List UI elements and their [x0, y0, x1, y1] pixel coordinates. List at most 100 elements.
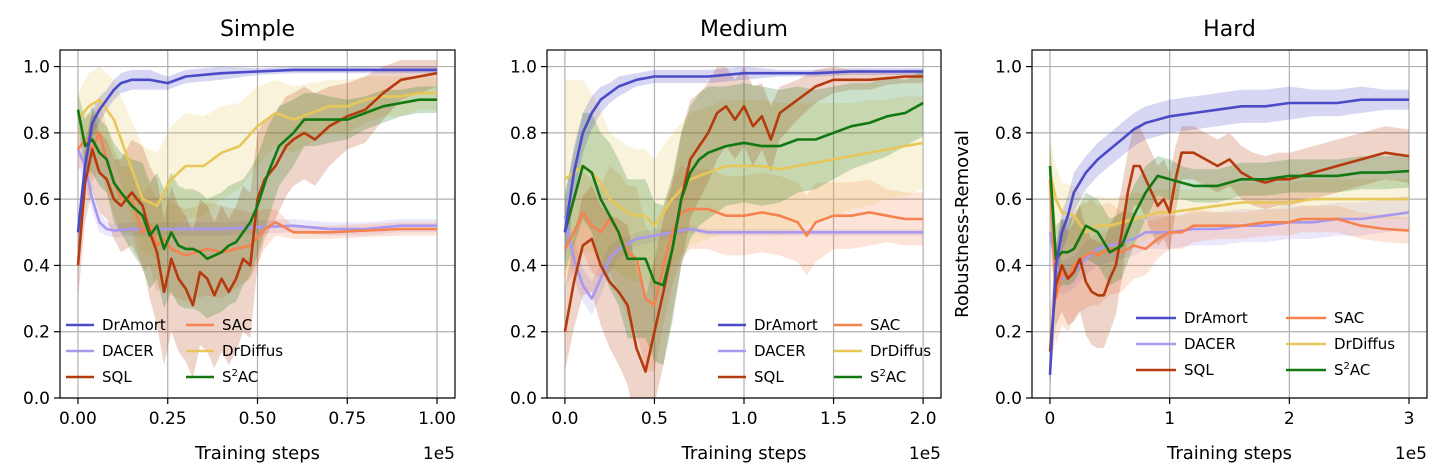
- y-tick-label: 0.4: [995, 256, 1022, 276]
- x-tick-label: 0.50: [239, 409, 277, 429]
- legend-label: DrAmort: [102, 316, 166, 334]
- legend-item: DrDiffus: [186, 342, 283, 360]
- band-s2ac: [1050, 139, 1409, 292]
- legend-label: SQL: [1184, 361, 1214, 379]
- band-sql: [78, 59, 437, 379]
- series-line-dramort: [563, 70, 924, 233]
- series-line-dacer: [76, 148, 437, 232]
- band-drdiffus: [1050, 139, 1409, 263]
- legend-label: S2AC: [222, 368, 258, 386]
- x-tick-label: 0.5: [641, 409, 668, 429]
- y-tick-label: 0.2: [510, 323, 537, 343]
- x-axis-label: Training steps: [1166, 443, 1292, 464]
- legend-label: DrAmort: [1184, 309, 1248, 327]
- series-line-dacer: [563, 215, 924, 300]
- x-axis-label: Training steps: [680, 443, 806, 464]
- legend-label: SAC: [870, 316, 900, 334]
- x-tick-label: 0: [1045, 409, 1056, 429]
- series-line-sql: [1048, 151, 1410, 352]
- y-tick-label: 0.8: [995, 124, 1022, 144]
- legend-item: DACER: [718, 342, 806, 360]
- legend-item: SQL: [66, 368, 132, 386]
- band-sql: [1050, 126, 1409, 385]
- y-tick-label: 1.0: [995, 58, 1022, 78]
- y-tick-label: 0.4: [23, 256, 50, 276]
- y-tick-label: 0.8: [510, 124, 537, 144]
- series-line-s2ac: [563, 101, 924, 287]
- legend-item: S2AC: [1286, 361, 1370, 379]
- series-line-sac: [563, 207, 924, 307]
- band-drdiffus: [78, 66, 437, 259]
- y-tick-label: 0.6: [510, 190, 537, 210]
- series-line-dramort: [1048, 98, 1409, 375]
- x-tick-label: 0.0: [551, 409, 578, 429]
- legend-item: DrAmort: [718, 316, 818, 334]
- legend-label: S2AC: [1334, 361, 1370, 379]
- x-tick-label: 0.75: [328, 409, 366, 429]
- series-line-sac: [1048, 179, 1410, 300]
- legend-label: SQL: [102, 368, 132, 386]
- y-tick-label: 0.0: [995, 389, 1022, 409]
- legend-label: SAC: [1334, 309, 1364, 327]
- x-offset-text: 1e5: [1395, 444, 1427, 464]
- legend-item: DACER: [1136, 335, 1236, 353]
- legend-item: SQL: [1136, 361, 1214, 379]
- y-tick-label: 0.2: [23, 323, 50, 343]
- legend: DrAmort DACER SQL SAC DrDiffus S2AC: [1136, 309, 1395, 379]
- legend-item: SQL: [718, 368, 784, 386]
- x-tick-label: 1.0: [730, 409, 757, 429]
- y-tick-label: 1.0: [510, 58, 537, 78]
- panel-hard: 0.0 0.2 0.4 0.6 0.8 1.0 0 1 2 3 Hard Training steps…: [952, 17, 1428, 464]
- x-offset-text: 1e5: [423, 444, 455, 464]
- x-tick-label: 3: [1404, 409, 1415, 429]
- series-line-dacer: [1048, 211, 1410, 281]
- legend-item: DACER: [66, 342, 154, 360]
- legend-item: SAC: [834, 316, 900, 334]
- band-dramort: [78, 66, 437, 249]
- y-axis-label: Robustness-Removal: [952, 130, 973, 318]
- band-sac: [78, 99, 437, 302]
- band-s2ac: [564, 69, 924, 365]
- legend-item: DrDiffus: [1286, 335, 1395, 353]
- legend-item: S2AC: [834, 368, 906, 386]
- legend-item: DrAmort: [66, 316, 166, 334]
- series-line-sql: [76, 71, 438, 307]
- legend: DrAmort DACER SQL SAC DrDiffus S2AC: [718, 316, 931, 386]
- legend-item: SAC: [1286, 309, 1364, 327]
- legend-item: S2AC: [186, 368, 258, 386]
- y-tick-label: 1.0: [23, 58, 50, 78]
- x-offset-text: 1e5: [909, 444, 941, 464]
- panel-medium: 0.0 0.2 0.4 0.6 0.8 1.0 0.0 0.5 1.0 1.5 2.0 Medium T…: [510, 17, 942, 464]
- legend-item: SAC: [186, 316, 252, 334]
- legend-item: DrDiffus: [834, 342, 931, 360]
- legend-label: DACER: [1184, 335, 1236, 353]
- series-line-s2ac: [1048, 165, 1410, 261]
- legend-label: SQL: [754, 368, 784, 386]
- chart-title: Medium: [700, 17, 788, 42]
- legend-label: DACER: [754, 342, 806, 360]
- legend: DrAmort DACER SQL SAC DrDiffus S2AC: [66, 316, 283, 386]
- x-tick-label: 2.0: [910, 409, 937, 429]
- axes-frame: [1031, 49, 1428, 399]
- y-tick-label: 0.2: [995, 323, 1022, 343]
- panel-simple: 0.0 0.2 0.4 0.6 0.8 1.0 0.00 0.25 0.50 0.75 1.00 Si…: [23, 17, 456, 464]
- series-line-sql: [563, 75, 924, 373]
- x-tick-label: 0.25: [149, 409, 187, 429]
- y-tick-label: 0.0: [23, 389, 50, 409]
- y-tick-label: 0.6: [995, 190, 1022, 210]
- legend-label: DrAmort: [754, 316, 818, 334]
- x-tick-label: 0.00: [59, 409, 97, 429]
- legend-label: DrDiffus: [222, 342, 283, 360]
- legend-item: DrAmort: [1136, 309, 1248, 327]
- y-tick-label: 0.8: [23, 124, 50, 144]
- legend-label: S2AC: [870, 368, 906, 386]
- band-sql: [564, 66, 924, 398]
- series-line-drdiffus: [76, 91, 437, 208]
- series-line-dramort: [76, 68, 437, 233]
- x-tick-label: 1.00: [418, 409, 456, 429]
- series-line-drdiffus: [1048, 172, 1409, 234]
- legend-label: DrDiffus: [870, 342, 931, 360]
- band-sac: [564, 166, 924, 372]
- series-line-s2ac: [76, 98, 437, 261]
